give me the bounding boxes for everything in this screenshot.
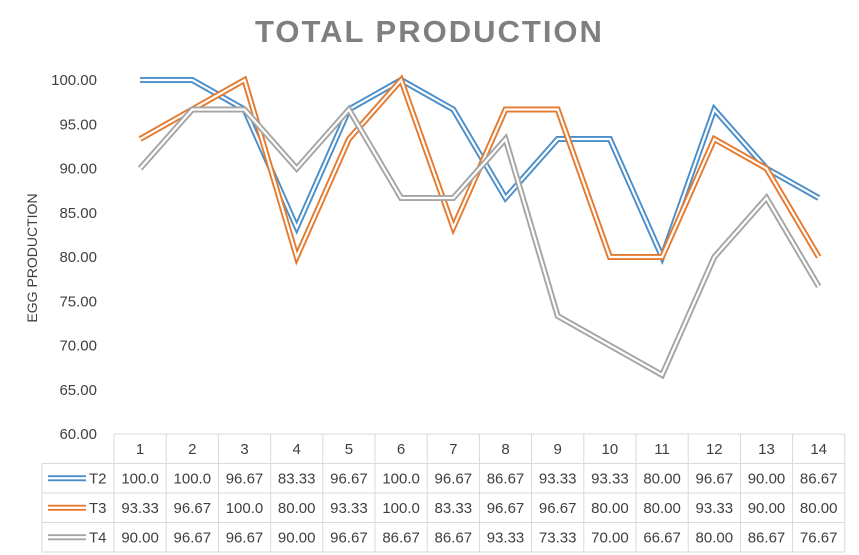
legend-key-t2: T2 [48, 470, 107, 487]
x-tick-label: 6 [397, 441, 405, 458]
data-label: 83.33 [435, 500, 473, 517]
data-label: 96.67 [330, 470, 368, 487]
data-label: 80.00 [696, 529, 734, 546]
data-label: 96.67 [330, 529, 368, 546]
x-tick-label: 1 [136, 441, 144, 458]
x-tick-label: 9 [554, 441, 562, 458]
y-tick-label: 95.00 [59, 116, 97, 133]
data-label: 90.00 [121, 529, 159, 546]
y-axis-label: EGG PRODUCTION [24, 193, 40, 322]
data-label: 93.33 [591, 470, 629, 487]
legend-label: T4 [89, 529, 107, 546]
data-label: 100.0 [226, 500, 264, 517]
data-label: 96.67 [226, 529, 264, 546]
y-tick-label: 80.00 [59, 249, 97, 266]
data-label: 96.67 [487, 500, 525, 517]
y-tick-label: 85.00 [59, 205, 97, 222]
data-label: 96.67 [435, 470, 473, 487]
data-label: 93.33 [121, 500, 159, 517]
x-tick-label: 10 [602, 441, 619, 458]
series-layer [137, 74, 822, 380]
chart-title: TOTAL PRODUCTION [255, 14, 604, 49]
x-tick-label: 2 [188, 441, 196, 458]
series-line-t2 [140, 76, 821, 266]
data-label: 80.00 [800, 500, 838, 517]
data-label: 93.33 [487, 529, 525, 546]
data-label: 86.67 [435, 529, 473, 546]
x-tick-label: 8 [501, 441, 509, 458]
data-label: 100.0 [382, 500, 420, 517]
x-tick-label: 5 [345, 441, 353, 458]
y-tick-label: 70.00 [59, 338, 97, 355]
data-label: 100.0 [174, 470, 212, 487]
data-label: 96.67 [539, 500, 577, 517]
x-tick-label: 11 [654, 441, 670, 458]
data-label: 73.33 [539, 529, 577, 546]
x-tick-label: 13 [758, 441, 775, 458]
x-tick-label: 12 [706, 441, 723, 458]
data-label: 80.00 [278, 500, 316, 517]
data-label: 90.00 [748, 470, 786, 487]
data-label: 66.67 [643, 529, 681, 546]
legend-key-t3: T3 [48, 500, 107, 517]
data-label: 93.33 [696, 500, 734, 517]
data-label: 90.00 [748, 500, 786, 517]
y-tick-label: 90.00 [59, 161, 97, 178]
data-label: 86.67 [487, 470, 525, 487]
data-label: 100.0 [121, 470, 159, 487]
series-line-inner [139, 107, 820, 377]
data-label: 86.67 [748, 529, 786, 546]
data-label: 76.67 [800, 529, 838, 546]
legend-key-t4: T4 [48, 529, 107, 546]
data-label: 80.00 [643, 500, 681, 517]
data-label: 83.33 [278, 470, 316, 487]
data-label: 80.00 [591, 500, 629, 517]
y-axis: 60.00 65.00 70.00 75.00 80.00 85.00 90.00 95.00… [51, 72, 97, 443]
legend-label: T3 [89, 500, 107, 517]
y-tick-label: 75.00 [59, 293, 97, 310]
y-tick-label: 65.00 [59, 382, 97, 399]
y-tick-label: 60.00 [59, 426, 97, 443]
x-tick-label: 4 [293, 441, 301, 458]
data-label: 96.67 [696, 470, 734, 487]
data-label: 80.00 [643, 470, 681, 487]
data-label: 90.00 [278, 529, 316, 546]
data-label: 70.00 [591, 529, 629, 546]
data-label: 96.67 [174, 529, 212, 546]
data-label: 93.33 [330, 500, 368, 517]
y-tick-label: 100.00 [51, 72, 97, 89]
x-tick-label: 7 [449, 441, 457, 458]
data-label: 86.67 [382, 529, 420, 546]
data-label: 86.67 [800, 470, 838, 487]
legend-label: T2 [89, 470, 107, 487]
data-label: 96.67 [226, 470, 264, 487]
data-label: 93.33 [539, 470, 577, 487]
series-line-t4 [137, 104, 822, 380]
data-label: 96.67 [174, 500, 212, 517]
data-label: 100.0 [382, 470, 420, 487]
x-tick-label: 3 [240, 441, 248, 458]
x-tick-label: 14 [810, 441, 827, 458]
series-line-inner [140, 78, 820, 260]
